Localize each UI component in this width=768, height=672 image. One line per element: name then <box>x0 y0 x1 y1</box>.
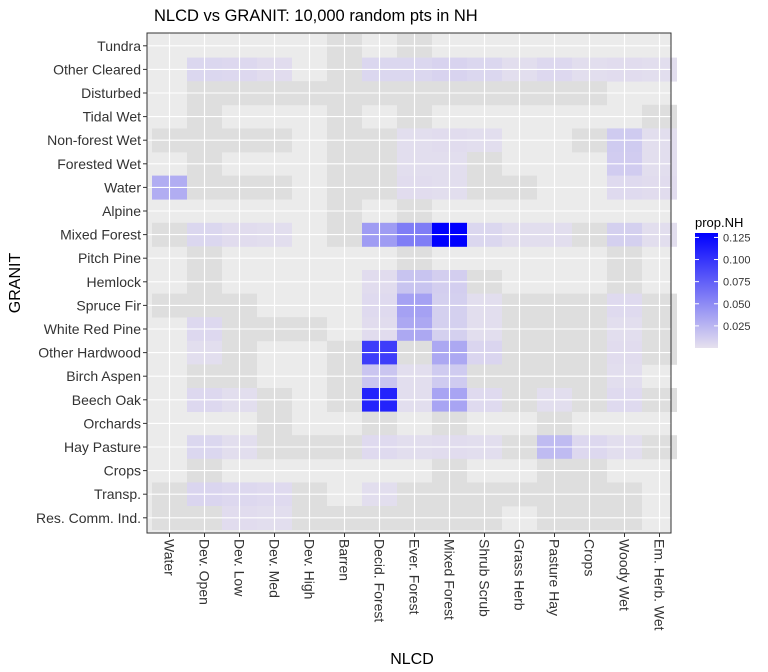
legend-label: 0.125 <box>723 232 751 244</box>
x-tick-labels: Water Dev. Open Dev. Low Dev. Med Dev. High B… <box>162 533 668 631</box>
y-tick-label: Other Cleared <box>53 61 141 77</box>
legend-label: 0.025 <box>723 321 751 333</box>
x-tick-label: Decid. Forest <box>372 539 388 622</box>
x-tick-label: Crops <box>582 539 598 576</box>
y-tick-label: White Red Pine <box>44 321 141 337</box>
legend-label: 0.050 <box>723 299 751 311</box>
y-tick-label: Crops <box>104 463 141 479</box>
y-tick-label: Mixed Forest <box>60 227 141 243</box>
y-tick-label: Forested Wet <box>57 156 141 172</box>
y-tick-label: Res. Comm. Ind. <box>36 510 141 526</box>
x-tick-label: Pasture Hay <box>547 539 563 616</box>
y-tick-label: Disturbed <box>81 85 141 101</box>
x-tick-label: Ever. Forest <box>407 539 423 615</box>
y-tick-label: Non-forest Wet <box>47 132 141 148</box>
y-tick-labels: Tundra Other Cleared Disturbed Tidal Wet Non… <box>36 38 147 526</box>
plot-border <box>146 32 672 534</box>
legend-ticks: 0.125 0.100 0.075 0.050 0.025 <box>695 232 751 333</box>
y-tick-label: Water <box>104 179 141 195</box>
y-tick-label: Birch Aspen <box>66 368 141 384</box>
legend-colorbar <box>695 233 718 348</box>
legend-label: 0.100 <box>723 255 751 267</box>
y-tick-label: Other Hardwood <box>38 345 141 361</box>
y-tick-label: Hemlock <box>87 274 142 290</box>
grid-lines <box>147 33 671 533</box>
legend-title: prop.NH <box>695 215 743 230</box>
y-tick-label: Orchards <box>83 415 141 431</box>
x-axis-title: NLCD <box>390 651 434 668</box>
y-tick-label: Tidal Wet <box>83 109 141 125</box>
legend: prop.NH 0.125 0.100 0.075 0.050 0.025 <box>695 215 751 348</box>
x-tick-label: Dev. Med <box>267 539 283 598</box>
x-tick-label: Shrub Scrub <box>477 539 493 617</box>
y-tick-label: Transp. <box>94 486 141 502</box>
y-tick-label: Tundra <box>97 38 141 54</box>
x-tick-label: Dev. Low <box>232 539 248 597</box>
chart-title: NLCD vs GRANIT: 10,000 random pts in NH <box>154 7 478 25</box>
y-axis-title: GRANIT <box>7 253 24 314</box>
x-tick-label: Woody Wet <box>617 539 633 611</box>
y-tick-label: Alpine <box>102 203 141 219</box>
x-tick-label: Water <box>162 539 178 576</box>
legend-label: 0.075 <box>723 277 751 289</box>
x-tick-label: Dev. High <box>302 539 318 599</box>
x-tick-label: Mixed Forest <box>442 539 458 620</box>
x-tick-label: Grass Herb <box>512 539 528 611</box>
x-tick-label: Em. Herb. Wet <box>652 539 668 631</box>
y-tick-label: Spruce Fir <box>76 297 141 313</box>
y-tick-label: Beech Oak <box>72 392 142 408</box>
y-tick-label: Pitch Pine <box>78 250 141 266</box>
x-tick-label: Barren <box>337 539 353 581</box>
y-tick-label: Hay Pasture <box>64 439 141 455</box>
x-tick-label: Dev. Open <box>197 539 213 605</box>
